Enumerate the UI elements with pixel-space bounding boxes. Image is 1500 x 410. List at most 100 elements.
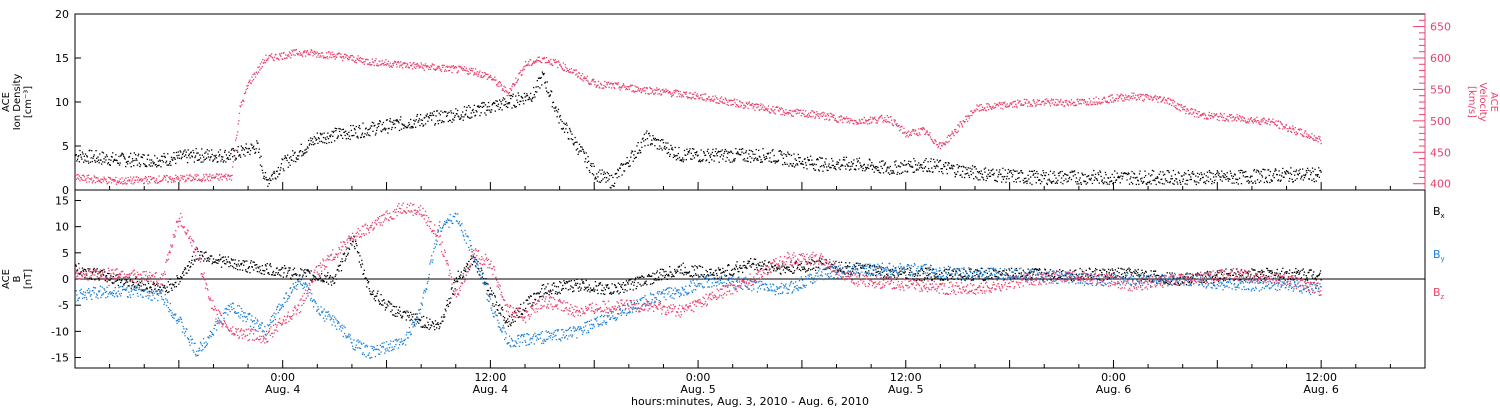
velocity-series-point bbox=[777, 106, 779, 108]
ion-density-series-point bbox=[1073, 170, 1076, 172]
velocity-series-point bbox=[633, 91, 636, 93]
ion-density-series-point bbox=[630, 156, 632, 158]
ion-density-series-point bbox=[604, 172, 606, 175]
velocity-series-point bbox=[117, 180, 119, 182]
ion-density-series-point bbox=[731, 161, 733, 163]
ion-density-series-point bbox=[1181, 175, 1183, 177]
velocity-series-point bbox=[1047, 100, 1050, 102]
ion-density-series-point bbox=[1056, 181, 1058, 183]
velocity-series-point bbox=[333, 53, 335, 55]
ion-density-series-point bbox=[1085, 180, 1087, 183]
bx-series-point bbox=[175, 281, 177, 283]
velocity-series-point bbox=[115, 183, 118, 185]
velocity-series-point bbox=[915, 133, 917, 135]
ion-density-series-point bbox=[363, 136, 365, 138]
ion-density-series-point bbox=[241, 149, 243, 151]
bx-series-point bbox=[118, 279, 121, 281]
velocity-series-point bbox=[116, 181, 118, 184]
velocity-series-point bbox=[1158, 97, 1160, 99]
velocity-series-point bbox=[1185, 112, 1187, 115]
bx-series-point bbox=[227, 261, 229, 263]
ion-density-series-point bbox=[867, 164, 869, 166]
velocity-series-point bbox=[1244, 120, 1246, 122]
velocity-series-point bbox=[684, 92, 686, 94]
ion-density-series-point bbox=[272, 178, 274, 180]
velocity-series-point bbox=[213, 176, 215, 178]
ion-density-series-point bbox=[437, 123, 440, 125]
velocity-series-point bbox=[1083, 102, 1085, 104]
ion-density-series-point bbox=[164, 155, 166, 158]
velocity-series-point bbox=[396, 66, 398, 68]
x-tick-label-time: 12:00 bbox=[475, 371, 507, 384]
bx-series-point bbox=[538, 293, 540, 295]
top-y2-title-line: [km/s] bbox=[1466, 86, 1477, 118]
velocity-series-point bbox=[131, 178, 134, 180]
ion-density-series-point bbox=[1153, 170, 1155, 172]
velocity-series-point bbox=[1279, 127, 1281, 130]
velocity-series-point bbox=[574, 69, 576, 71]
bx-series-point bbox=[324, 278, 326, 280]
velocity-series-point bbox=[763, 106, 765, 108]
bx-series-point bbox=[373, 298, 375, 300]
ion-density-series-point bbox=[102, 161, 104, 163]
velocity-series-point bbox=[164, 175, 166, 177]
ion-density-series-point bbox=[191, 156, 194, 158]
velocity-series-point bbox=[795, 110, 797, 113]
bx-series-point bbox=[560, 282, 562, 284]
ion-density-series-point bbox=[208, 150, 210, 152]
ion-density-series-point bbox=[1010, 170, 1012, 172]
bx-series-point bbox=[243, 264, 245, 266]
ion-density-series-point bbox=[803, 167, 805, 169]
bx-series-point bbox=[372, 293, 374, 295]
velocity-series-point bbox=[100, 178, 102, 180]
ion-density-series-point bbox=[581, 146, 583, 148]
ion-density-series-point bbox=[1128, 173, 1130, 175]
ion-density-series-point bbox=[335, 128, 338, 130]
velocity-series-point bbox=[720, 96, 723, 98]
ion-density-series-point bbox=[709, 155, 711, 157]
ion-density-series-point bbox=[285, 157, 288, 159]
ion-density-series-point bbox=[1076, 183, 1078, 185]
velocity-series-point bbox=[361, 58, 363, 60]
bx-series-point bbox=[249, 272, 251, 274]
velocity-series-point bbox=[548, 61, 550, 64]
ion-density-series-point bbox=[217, 151, 220, 153]
velocity-series-point bbox=[867, 120, 869, 122]
ion-density-series-point bbox=[1229, 170, 1231, 172]
bx-series-point bbox=[565, 281, 568, 283]
velocity-series-point bbox=[141, 180, 143, 182]
bx-series-point bbox=[235, 263, 237, 266]
ion-density-series-point bbox=[1137, 180, 1139, 182]
ion-density-series-point bbox=[1104, 171, 1107, 174]
velocity-series-point bbox=[379, 60, 381, 62]
ion-density-series-point bbox=[294, 151, 296, 153]
velocity-series-point bbox=[765, 107, 767, 110]
velocity-series-point bbox=[555, 61, 557, 64]
ion-density-series-point bbox=[334, 140, 336, 142]
velocity-series-point bbox=[1136, 98, 1138, 101]
bx-series-point bbox=[184, 267, 186, 269]
ion-density-series-point bbox=[672, 156, 674, 159]
bx-series-point bbox=[518, 316, 521, 318]
bx-series-point bbox=[327, 283, 330, 285]
ion-density-series-point bbox=[719, 156, 721, 158]
bx-series-point bbox=[465, 265, 467, 268]
ion-density-series-point bbox=[345, 130, 347, 132]
bx-series-point bbox=[133, 286, 135, 288]
ion-density-series-point bbox=[565, 122, 568, 124]
velocity-series-point bbox=[1127, 96, 1129, 98]
bx-series-point bbox=[418, 318, 420, 321]
bx-series-point bbox=[424, 324, 426, 326]
velocity-series-point bbox=[257, 66, 259, 68]
bx-series-point bbox=[238, 265, 241, 267]
ion-density-series-point bbox=[859, 162, 861, 164]
velocity-series-point bbox=[701, 97, 703, 99]
velocity-series-point bbox=[869, 118, 871, 121]
ion-density-series-point bbox=[748, 149, 751, 151]
ion-density-series-point bbox=[539, 87, 541, 89]
velocity-series-point bbox=[926, 131, 929, 133]
velocity-series-point bbox=[1004, 101, 1006, 103]
bx-series-point bbox=[272, 270, 275, 273]
ion-density-series-point bbox=[523, 103, 525, 105]
ion-density-series-point bbox=[1298, 170, 1300, 172]
